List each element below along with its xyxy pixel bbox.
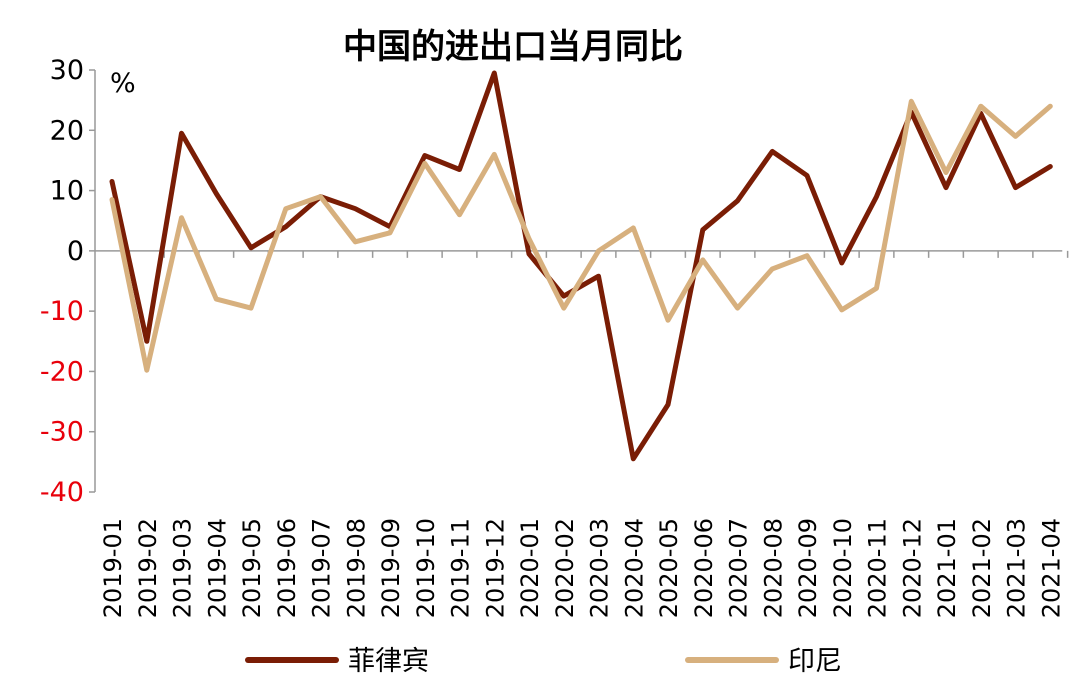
x-tick-label: 2020-04 (620, 518, 648, 618)
series-lines (109, 70, 1053, 462)
y-tick-label: -40 (40, 477, 84, 508)
x-tick-label: 2020-02 (551, 518, 579, 618)
y-tick-label: 30 (50, 55, 84, 86)
y-tick-labels: 30 20 10 0 -10 -20 -30 -40 (40, 55, 84, 508)
x-tick-label: 2021-02 (968, 518, 996, 618)
y-tick-label: -20 (40, 356, 84, 387)
x-tick-label: 2019-12 (481, 518, 509, 618)
y-tick-label: -30 (40, 417, 84, 448)
x-tick-label: 2019-04 (203, 518, 231, 618)
chart-title: 中国的进出口当月同比 (343, 27, 683, 67)
legend: 菲律宾 印尼 (245, 646, 842, 677)
x-tick-label: 2020-03 (586, 518, 614, 618)
y-unit-label: % (110, 68, 136, 99)
x-tick-label: 2020-09 (794, 518, 822, 618)
y-tick-label: 10 (50, 176, 84, 207)
y-tick-label: -10 (40, 296, 84, 327)
x-tick-label: 2019-11 (447, 518, 475, 618)
series-line-2 (109, 98, 1053, 373)
x-tick-label: 2021-04 (1037, 518, 1065, 618)
y-tick-label: 0 (67, 236, 84, 267)
x-tick-label: 2019-05 (238, 518, 266, 618)
legend-label-2: 印尼 (788, 646, 842, 677)
x-tick-label: 2019-08 (342, 518, 370, 618)
x-tick-label: 2019-02 (134, 518, 162, 618)
x-tick-label: 2021-01 (933, 518, 961, 618)
x-tick-label: 2020-11 (864, 518, 892, 618)
x-tick-label: 2020-05 (655, 518, 683, 618)
x-tick-label: 2020-07 (725, 518, 753, 618)
series-line-1 (109, 70, 1053, 462)
x-tick-label: 2019-09 (377, 518, 405, 618)
x-tick-label: 2020-12 (898, 518, 926, 618)
x-tick-label: 2020-06 (690, 518, 718, 618)
x-tick-label: 2021-03 (1003, 518, 1031, 618)
x-tick-label: 2019-06 (273, 518, 301, 618)
x-tick-label: 2020-10 (829, 518, 857, 618)
y-tick-label: 20 (50, 115, 84, 146)
x-tick-label: 2019-10 (412, 518, 440, 618)
x-tick-label: 2019-07 (308, 518, 336, 618)
legend-label-1: 菲律宾 (348, 646, 429, 677)
x-tick-label: 2020-08 (759, 518, 787, 618)
x-tick-label: 2019-01 (99, 518, 127, 618)
x-tick-label: 2019-03 (169, 518, 197, 618)
x-tick-label: 2020-01 (516, 518, 544, 618)
x-tick-labels: 2019-01 2019-02 2019-03 2019-04 2019-05 2019-… (99, 518, 1065, 618)
